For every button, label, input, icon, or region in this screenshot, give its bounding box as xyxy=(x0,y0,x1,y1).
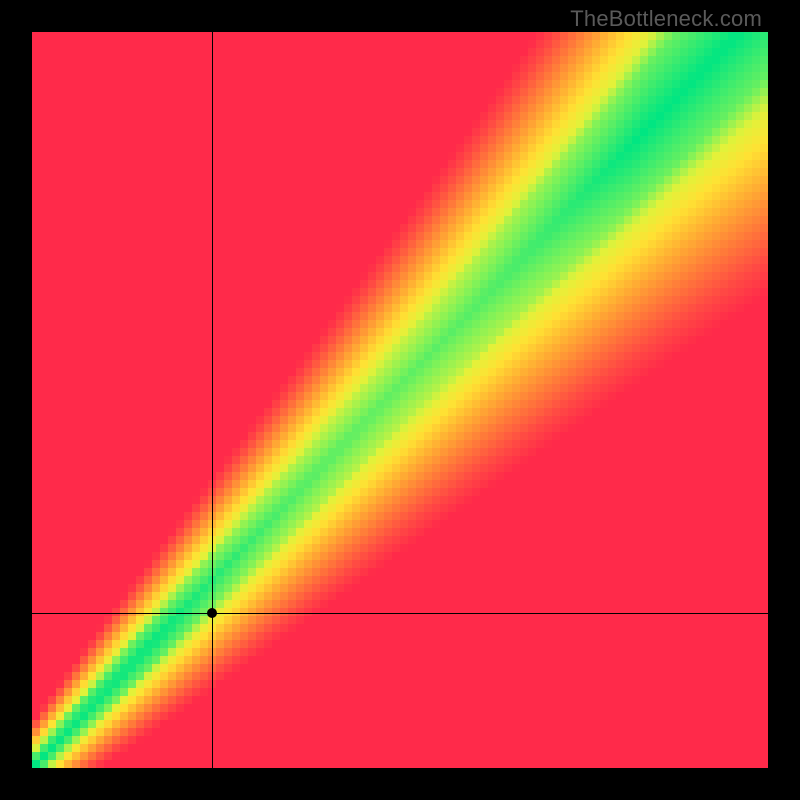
heatmap-canvas xyxy=(32,32,768,768)
plot-area xyxy=(32,32,768,768)
watermark-text: TheBottleneck.com xyxy=(570,6,762,32)
chart-container: TheBottleneck.com xyxy=(0,0,800,800)
crosshair-horizontal xyxy=(32,613,768,614)
crosshair-vertical xyxy=(212,32,213,768)
marker-dot xyxy=(207,608,217,618)
